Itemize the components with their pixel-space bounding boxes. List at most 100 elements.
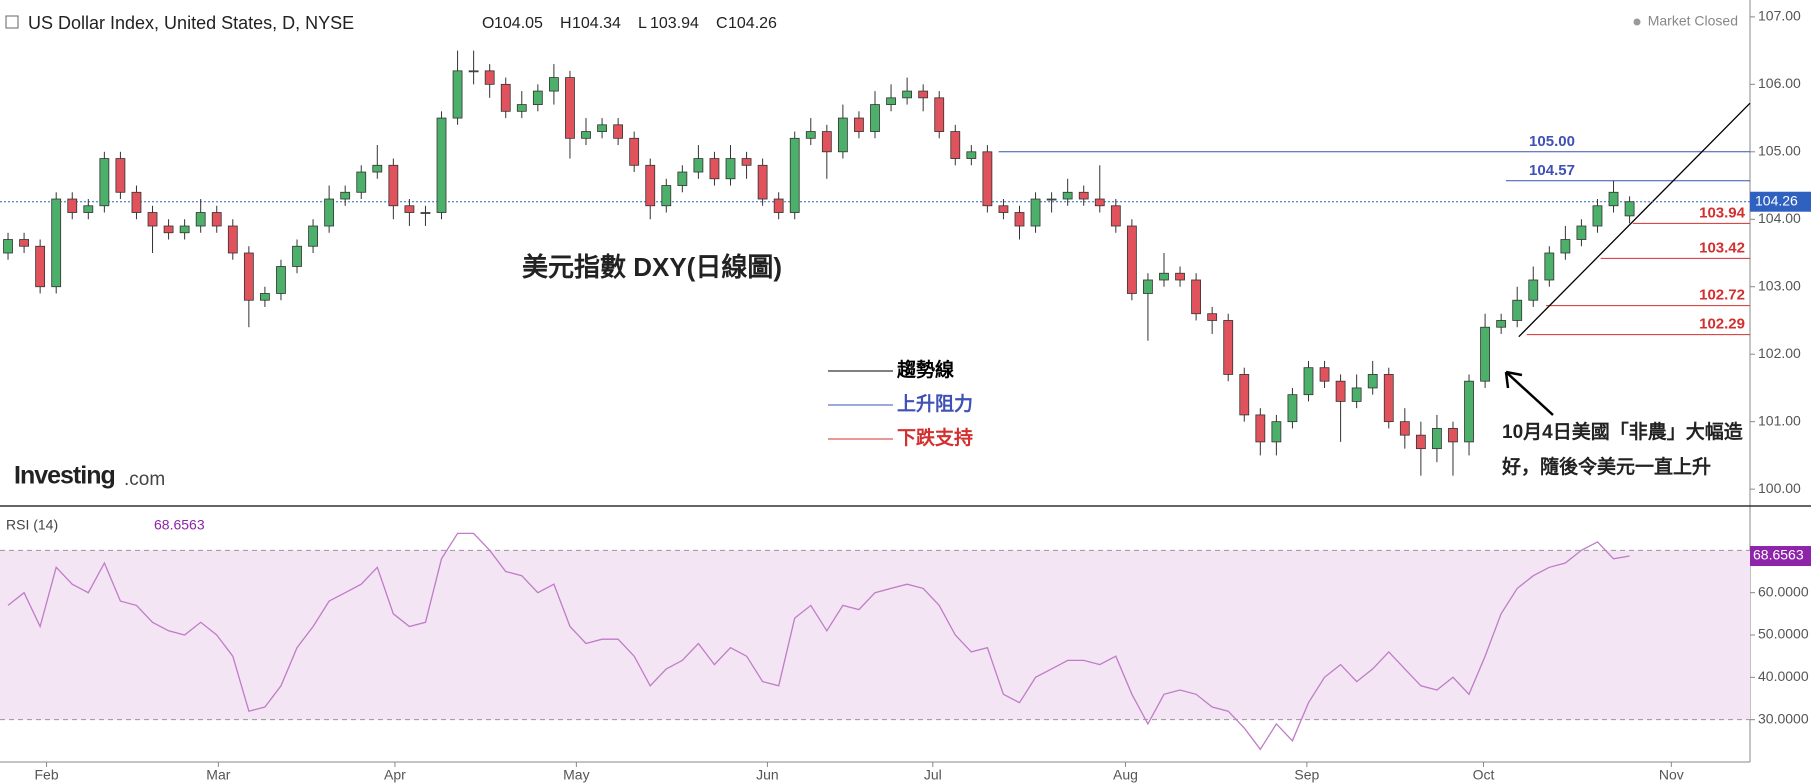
candle-body [1110,205,1121,227]
rsi-value-label: 68.6563 [1753,547,1804,563]
candle-body [1528,279,1539,301]
candle-body [982,151,993,207]
candle-body [1480,326,1490,382]
ohlc-value: 104.34 [572,15,621,32]
candle-body [741,158,752,166]
candle-body [998,205,1009,213]
y-tick-label: 104.00 [1758,210,1801,226]
y-tick-label: 60.0000 [1758,583,1809,599]
candle-body [870,104,880,132]
level-label: 103.94 [1699,204,1746,221]
candle-body [115,158,126,193]
candle-body [1496,320,1507,328]
candle-body [1319,367,1330,382]
candle-body [1207,313,1218,321]
candle-body [484,70,495,85]
candle-body [211,212,222,227]
candle-body [1191,279,1202,315]
candle-body [292,245,302,267]
candle-body [452,70,463,119]
candle-body [99,158,110,207]
candle-body [1271,421,1282,443]
x-tick-label: Nov [1659,767,1684,783]
candle-body [1592,205,1603,227]
logo: Investing [14,462,115,490]
candle-body [1255,414,1266,443]
candle-body [1223,320,1234,375]
candle-body [388,164,399,207]
candle-body [1512,299,1523,321]
x-tick-label: Jul [924,767,942,783]
candle-body [67,198,78,213]
collapse-icon[interactable] [5,15,19,29]
candle-body [51,198,62,288]
candle-body [789,137,800,213]
candle-body [340,191,351,200]
candle-body [147,212,158,227]
x-tick-label: Apr [384,767,406,783]
candle-body [163,225,174,234]
candle-body [308,225,318,247]
ohlc-label: C [716,15,728,32]
candle-body [195,212,206,227]
candle-body [693,158,704,173]
market-status: Market Closed [1648,13,1738,29]
candle-body [3,239,13,254]
candle-body [1062,191,1073,200]
y-tick-label: 40.0000 [1758,668,1809,684]
candle-body [805,131,816,139]
candle-body [1030,198,1041,227]
candle-body [227,225,238,254]
candle-body [1544,252,1555,281]
candle-body [854,117,864,132]
ohlc-label: O [482,15,494,32]
candle-body [1287,394,1298,423]
level-label: 102.29 [1699,316,1745,333]
note: 10月4日美國「非農」大幅造 [1502,420,1744,443]
level-label: 102.72 [1699,287,1745,304]
trendline [1518,102,1751,338]
x-tick-label: Feb [34,767,58,783]
level-label: 103.42 [1699,239,1745,256]
candle-body [260,293,270,301]
rsi-line [7,532,1630,751]
legend-label: 趨勢線 [896,358,954,381]
candle-body [1432,428,1442,450]
annotation: 美元指數 DXY(日線圖) [522,252,782,282]
y-tick-label: 105.00 [1758,143,1801,159]
candle-body [436,117,447,213]
candle-body [1335,380,1346,402]
x-tick-label: Aug [1113,767,1138,783]
candle-body [1126,225,1137,294]
candle-body [324,198,335,227]
candle-body [950,131,961,159]
candle-body [1448,428,1458,443]
candle-body [565,77,575,139]
candle-body [243,252,254,301]
candle-body [1078,191,1089,200]
candle-body [661,185,672,207]
candle-body [420,212,431,214]
status-dot [1633,18,1641,26]
ohlc-value: 104.05 [494,15,543,32]
x-tick-label: Jun [756,767,779,783]
ohlc-label: L [638,15,647,32]
last-price-label: 104.26 [1755,192,1798,208]
arrow [1504,370,1554,416]
candle-body [83,205,94,213]
candle-body [1415,434,1426,450]
ohlc-value: 104.26 [728,15,777,32]
candle-body [613,124,624,139]
candle-body [709,158,720,180]
candle-body [35,245,46,288]
legend-label: 下跌支持 [897,426,973,449]
candle-body [821,131,832,153]
indicator-name: RSI (14) [6,517,58,533]
y-tick-label: 103.00 [1758,277,1801,293]
y-tick-label: 106.00 [1758,75,1801,91]
candle-body [773,198,784,213]
candle-body [500,83,511,112]
candle-body [1608,191,1619,207]
symbol-title: US Dollar Index, United States, D, NYSE [28,13,354,33]
